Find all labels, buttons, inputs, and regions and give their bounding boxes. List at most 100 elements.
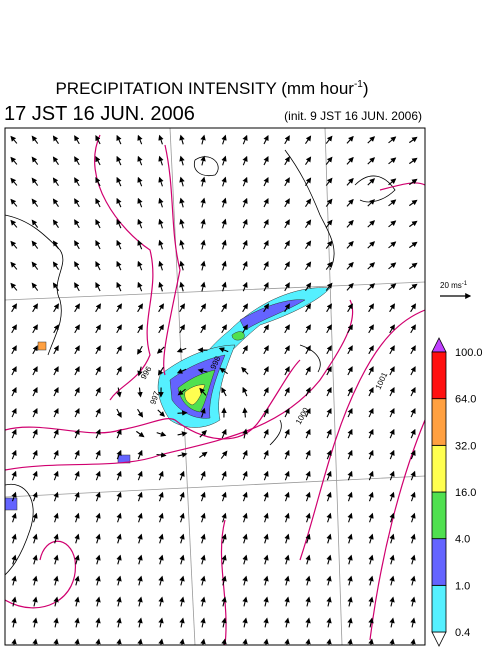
- wind-arrow: [390, 409, 394, 417]
- wind-arrow: [159, 304, 164, 312]
- wind-arrow: [180, 472, 183, 480]
- wind-arrow: [409, 158, 416, 163]
- wind-arrow: [243, 493, 246, 501]
- wind-arrow: [370, 556, 373, 565]
- wind-arrow: [348, 493, 351, 501]
- wind-arrow: [285, 388, 289, 396]
- wind-arrow: [223, 619, 225, 628]
- wind-arrow: [139, 388, 140, 397]
- wind-arrow: [348, 388, 352, 396]
- wind-arrow: [96, 304, 101, 312]
- wind-arrow: [243, 451, 246, 459]
- wind-arrow: [411, 304, 416, 312]
- wind-arrow: [13, 640, 15, 649]
- wind-arrow: [97, 619, 99, 628]
- wind-arrow: [370, 577, 372, 586]
- wind-arrow: [369, 367, 373, 375]
- wind-arrow: [349, 598, 351, 607]
- wind-arrow: [158, 347, 165, 353]
- wind-arrow: [178, 413, 187, 414]
- wind-arrow: [368, 284, 375, 290]
- wind-arrow: [390, 472, 393, 480]
- wind-arrow: [305, 262, 310, 269]
- wind-arrow: [286, 640, 288, 649]
- wind-arrow: [244, 535, 247, 544]
- wind-arrow: [327, 409, 331, 417]
- wind-arrow: [327, 346, 331, 354]
- wind-arrow: [349, 577, 351, 586]
- wind-arrow: [223, 262, 226, 271]
- wind-arrow: [264, 493, 267, 501]
- wind-arrow: [389, 284, 396, 290]
- wind-arrow: [54, 346, 58, 354]
- wind-arrow: [53, 220, 58, 227]
- wind-arrow: [160, 556, 163, 565]
- wind-arrow: [181, 577, 183, 586]
- wind-arrow: [181, 136, 183, 145]
- wind-arrow: [12, 472, 15, 480]
- wind-arrow: [160, 199, 163, 208]
- wind-arrow: [222, 388, 226, 396]
- wind-arrow: [328, 535, 331, 544]
- wind-arrow: [286, 535, 289, 544]
- wind-arrow: [348, 451, 351, 459]
- wind-arrow: [75, 388, 79, 396]
- wind-arrow: [202, 241, 204, 250]
- wind-arrow: [54, 430, 58, 438]
- wind-arrow: [118, 388, 120, 397]
- wind-arrow: [222, 493, 225, 501]
- wind-arrow: [53, 136, 58, 143]
- wind-arrow: [306, 325, 311, 333]
- title-close: ): [363, 79, 369, 98]
- wind-arrow: [285, 451, 288, 459]
- wind-arrow: [223, 199, 226, 208]
- wind-arrow: [390, 430, 394, 438]
- wind-arrow: [347, 284, 353, 291]
- colorbar-bin: [432, 585, 446, 632]
- wind-arrow: [96, 178, 100, 186]
- wind-arrow: [285, 157, 290, 165]
- wind-arrow: [409, 179, 416, 184]
- wind-arrow: [75, 241, 80, 249]
- wind-arrow: [54, 472, 57, 480]
- wind-arrow: [54, 388, 58, 396]
- wind-arrow: [32, 199, 37, 206]
- wind-arrow: [223, 535, 226, 544]
- wind-arrow: [55, 556, 58, 565]
- wind-arrow: [347, 137, 353, 144]
- wind-arrow: [369, 430, 373, 438]
- wind-arrow: [369, 388, 373, 396]
- wind-arrow: [96, 220, 100, 228]
- wind-arrow: [347, 221, 353, 228]
- wind-arrow: [391, 598, 393, 607]
- wind-arrow: [54, 409, 58, 417]
- wind-arrow: [368, 158, 375, 164]
- wind-arrow: [264, 220, 268, 228]
- wind-arrow: [53, 241, 58, 248]
- wind-arrow: [201, 325, 206, 333]
- wind-arrow: [34, 598, 36, 607]
- wind-arrow: [139, 577, 141, 586]
- wind-arrow: [117, 346, 121, 354]
- wind-arrow: [411, 325, 416, 333]
- wind-arrow: [390, 493, 393, 501]
- colorbar-bin: [432, 492, 446, 539]
- wind-arrow: [264, 325, 269, 333]
- wind-arrow: [243, 304, 248, 312]
- wind-arrow: [181, 556, 184, 565]
- wind-arrow: [389, 242, 396, 248]
- wind-arrow: [138, 325, 143, 333]
- wind-arrow: [160, 598, 162, 607]
- wind-scale: 20 ms-1: [440, 281, 468, 290]
- wind-arrow: [32, 241, 37, 248]
- wind-arrow: [390, 346, 394, 354]
- wind-arrow: [33, 493, 36, 501]
- wind-arrow: [75, 472, 78, 480]
- valid-time: 17 JST 16 JUN. 2006: [4, 103, 195, 125]
- wind-arrow: [244, 619, 246, 628]
- wind-arrow: [244, 640, 246, 649]
- wind-arrow: [368, 200, 375, 206]
- wind-arrow: [348, 430, 352, 438]
- title: PRECIPITATION INTENSITY (mm hour-1): [55, 79, 368, 98]
- wind-arrow: [160, 220, 163, 229]
